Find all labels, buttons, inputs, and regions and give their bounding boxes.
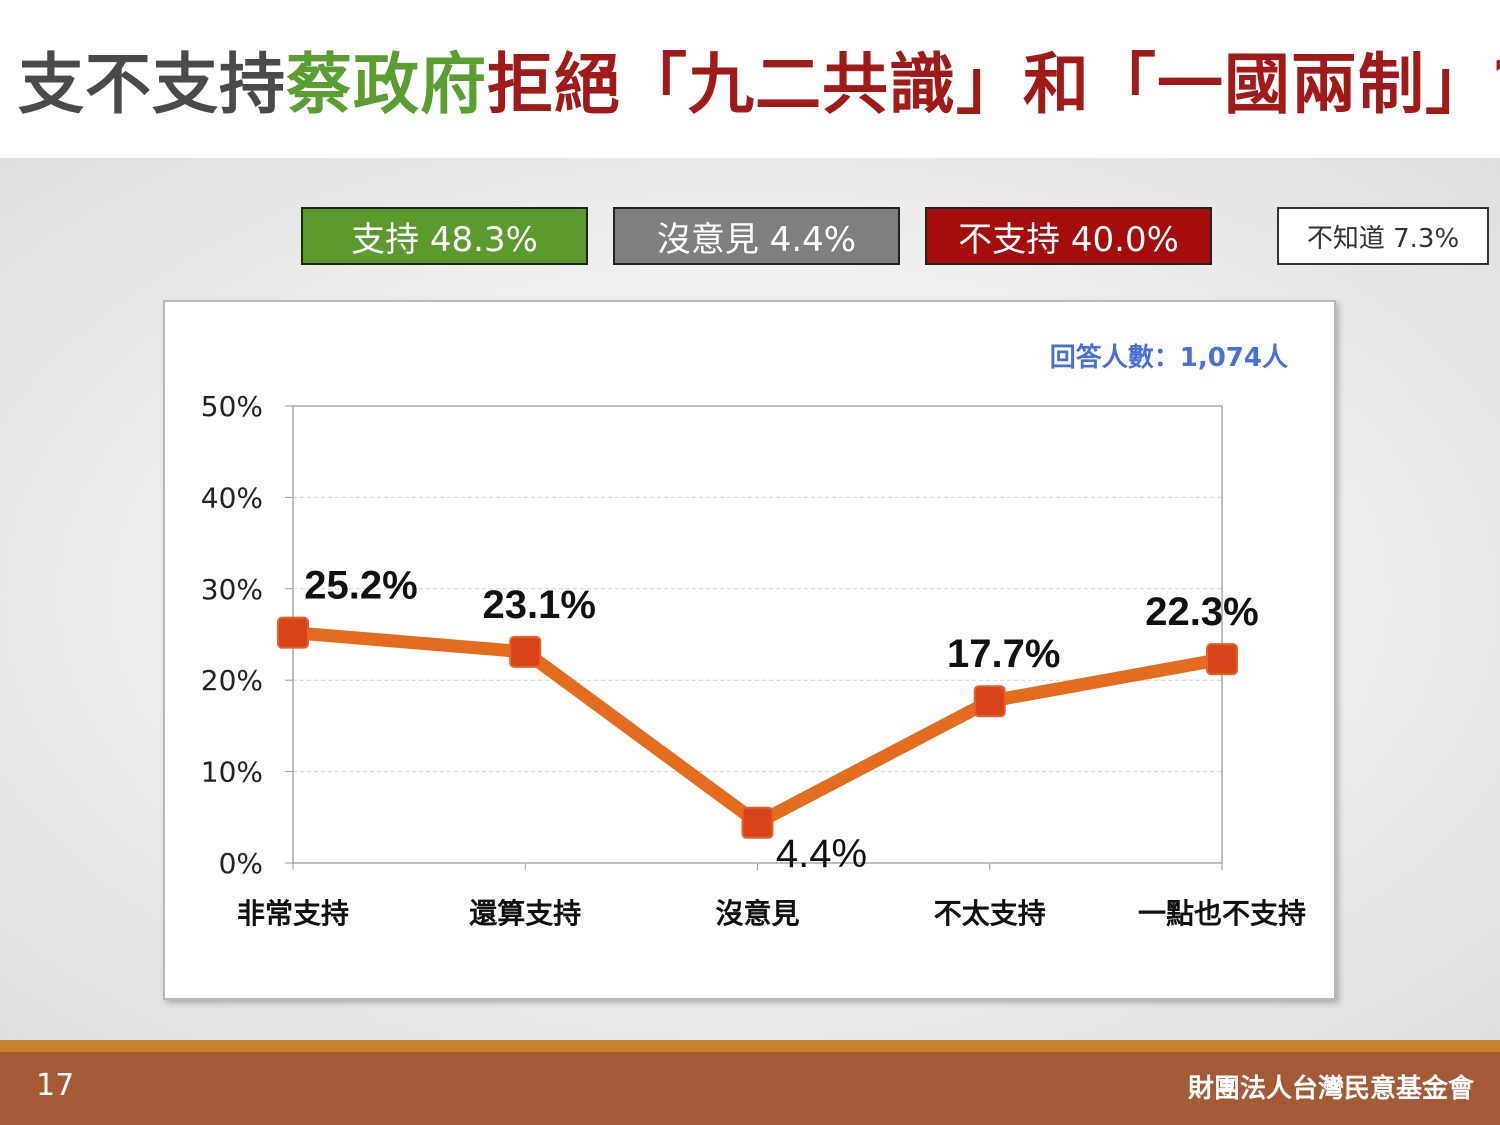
organization-name: 財團法人台灣民意基金會 — [1187, 1074, 1474, 1104]
title-part-1: 支不支持 — [18, 46, 286, 123]
plot-area — [292, 405, 1223, 864]
x-category-label: 還算支持 — [469, 897, 581, 930]
legend-neutral: 沒意見 4.4% — [613, 207, 900, 265]
data-label: 25.2% — [304, 564, 417, 608]
slide-title: 支不支持蔡政府拒絕「九二共識」和「一國兩制」? — [18, 40, 1500, 130]
data-point-marker — [973, 685, 1006, 718]
y-tick-label: 50% — [201, 390, 263, 423]
data-point-marker — [277, 616, 309, 649]
title-bar: 支不支持蔡政府拒絕「九二共識」和「一國兩制」? — [0, 0, 1500, 158]
data-point-marker — [741, 806, 774, 839]
footer-stripe — [0, 1040, 1500, 1052]
data-label: 4.4% — [776, 832, 867, 876]
data-label: 17.7% — [947, 632, 1060, 676]
x-category-label: 沒意見 — [715, 897, 799, 930]
legend-support: 支持 48.3% — [301, 207, 588, 265]
series-line — [292, 626, 1224, 830]
title-part-3: 拒絕「九二共識」和「一國兩制」? — [487, 46, 1500, 123]
y-tick-label: 40% — [201, 481, 263, 514]
chart-frame: 0% 10% 20% 30% 40% 50% 非常支持 還算支持 沒意見 不太支持 一點也不支持 25… — [163, 300, 1336, 1000]
y-tick-label: 10% — [201, 756, 263, 789]
y-tick-label: 30% — [201, 573, 263, 606]
x-category-label: 一點也不支持 — [1138, 897, 1306, 930]
data-label: 23.1% — [483, 583, 596, 627]
x-category-label: 不太支持 — [934, 897, 1046, 930]
y-tick-label: 0% — [219, 847, 263, 880]
title-part-2: 蔡政府 — [286, 46, 487, 123]
data-point-marker — [509, 635, 542, 668]
y-tick-label: 20% — [201, 664, 263, 697]
footer — [0, 1052, 1500, 1125]
respondent-count-note: 回答人數：1,074人 — [1050, 342, 1288, 373]
data-label: 22.3% — [1145, 590, 1258, 634]
page-number: 17 — [36, 1068, 75, 1103]
legend-oppose: 不支持 40.0% — [925, 207, 1212, 265]
legend-unknown: 不知道 7.3% — [1277, 207, 1489, 265]
data-point-marker — [1206, 643, 1238, 676]
line-chart: 0% 10% 20% 30% 40% 50% 非常支持 還算支持 沒意見 不太支持 一點也不支持 25… — [201, 342, 1306, 930]
x-category-label: 非常支持 — [237, 897, 349, 930]
